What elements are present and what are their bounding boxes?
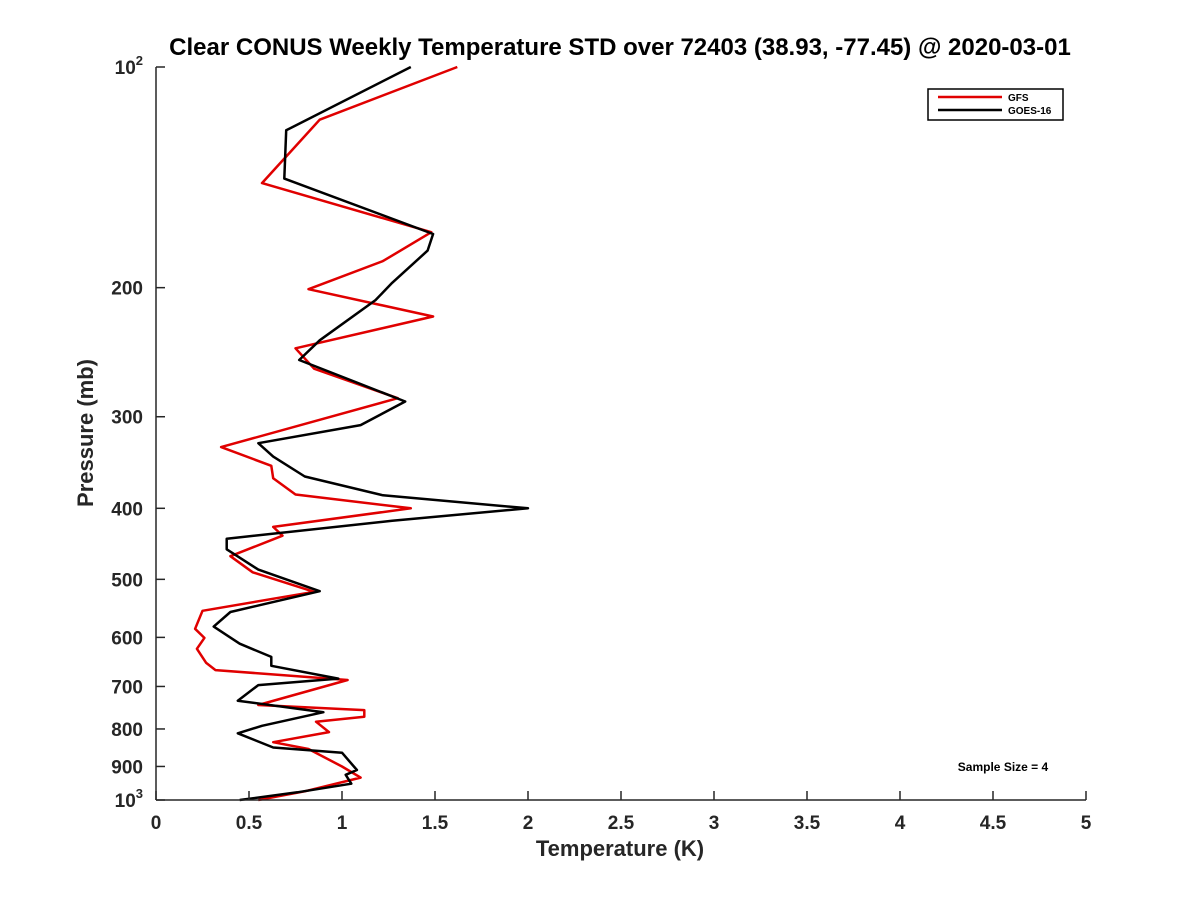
x-tick-label: 0 [151, 813, 162, 834]
x-tick-label: 4 [895, 813, 906, 834]
y-tick-label: 200 [111, 279, 143, 300]
legend-label-gfs: GFS [1008, 93, 1029, 104]
x-ticks: 0 0.5 1 1.5 2 2.5 3 3.5 4 4.5 5 [151, 791, 1092, 834]
chart-title: Clear CONUS Weekly Temperature STD over … [169, 34, 1071, 61]
series-line-goes-16 [212, 65, 530, 802]
x-tick-label: 0.5 [236, 813, 263, 834]
series-line-gfs [193, 65, 458, 802]
legend-box [927, 88, 1064, 121]
plot-lines [193, 65, 530, 802]
legend-label-goes-16: GOES-16 [1008, 106, 1052, 117]
y-axis-label: Pressure (mb) [73, 359, 98, 507]
x-tick-label: 1.5 [422, 813, 449, 834]
y-tick-label: 900 [111, 757, 143, 778]
y-tick-label: 400 [111, 499, 143, 520]
y-tick-label: 800 [111, 720, 143, 741]
x-tick-label: 3.5 [794, 813, 821, 834]
x-tick-label: 4.5 [980, 813, 1007, 834]
sample-size-annotation: Sample Size = 4 [958, 760, 1049, 774]
x-tick-label: 2 [523, 813, 534, 834]
legend: GFS GOES-16 [927, 88, 1064, 121]
x-tick-label: 1 [337, 813, 348, 834]
y-tick-label: 600 [111, 628, 143, 649]
y-ticks: 102 200 300 400 500 600 700 800 900 103 [111, 53, 165, 812]
x-tick-label: 3 [709, 813, 720, 834]
y-tick-label: 103 [115, 786, 143, 812]
y-tick-label: 500 [111, 570, 143, 591]
x-tick-label: 2.5 [608, 813, 635, 834]
x-axis-label: Temperature (K) [536, 836, 704, 861]
x-tick-label: 5 [1081, 813, 1092, 834]
y-tick-label: 102 [115, 53, 143, 79]
y-tick-label: 300 [111, 408, 143, 429]
y-tick-label: 700 [111, 677, 143, 698]
